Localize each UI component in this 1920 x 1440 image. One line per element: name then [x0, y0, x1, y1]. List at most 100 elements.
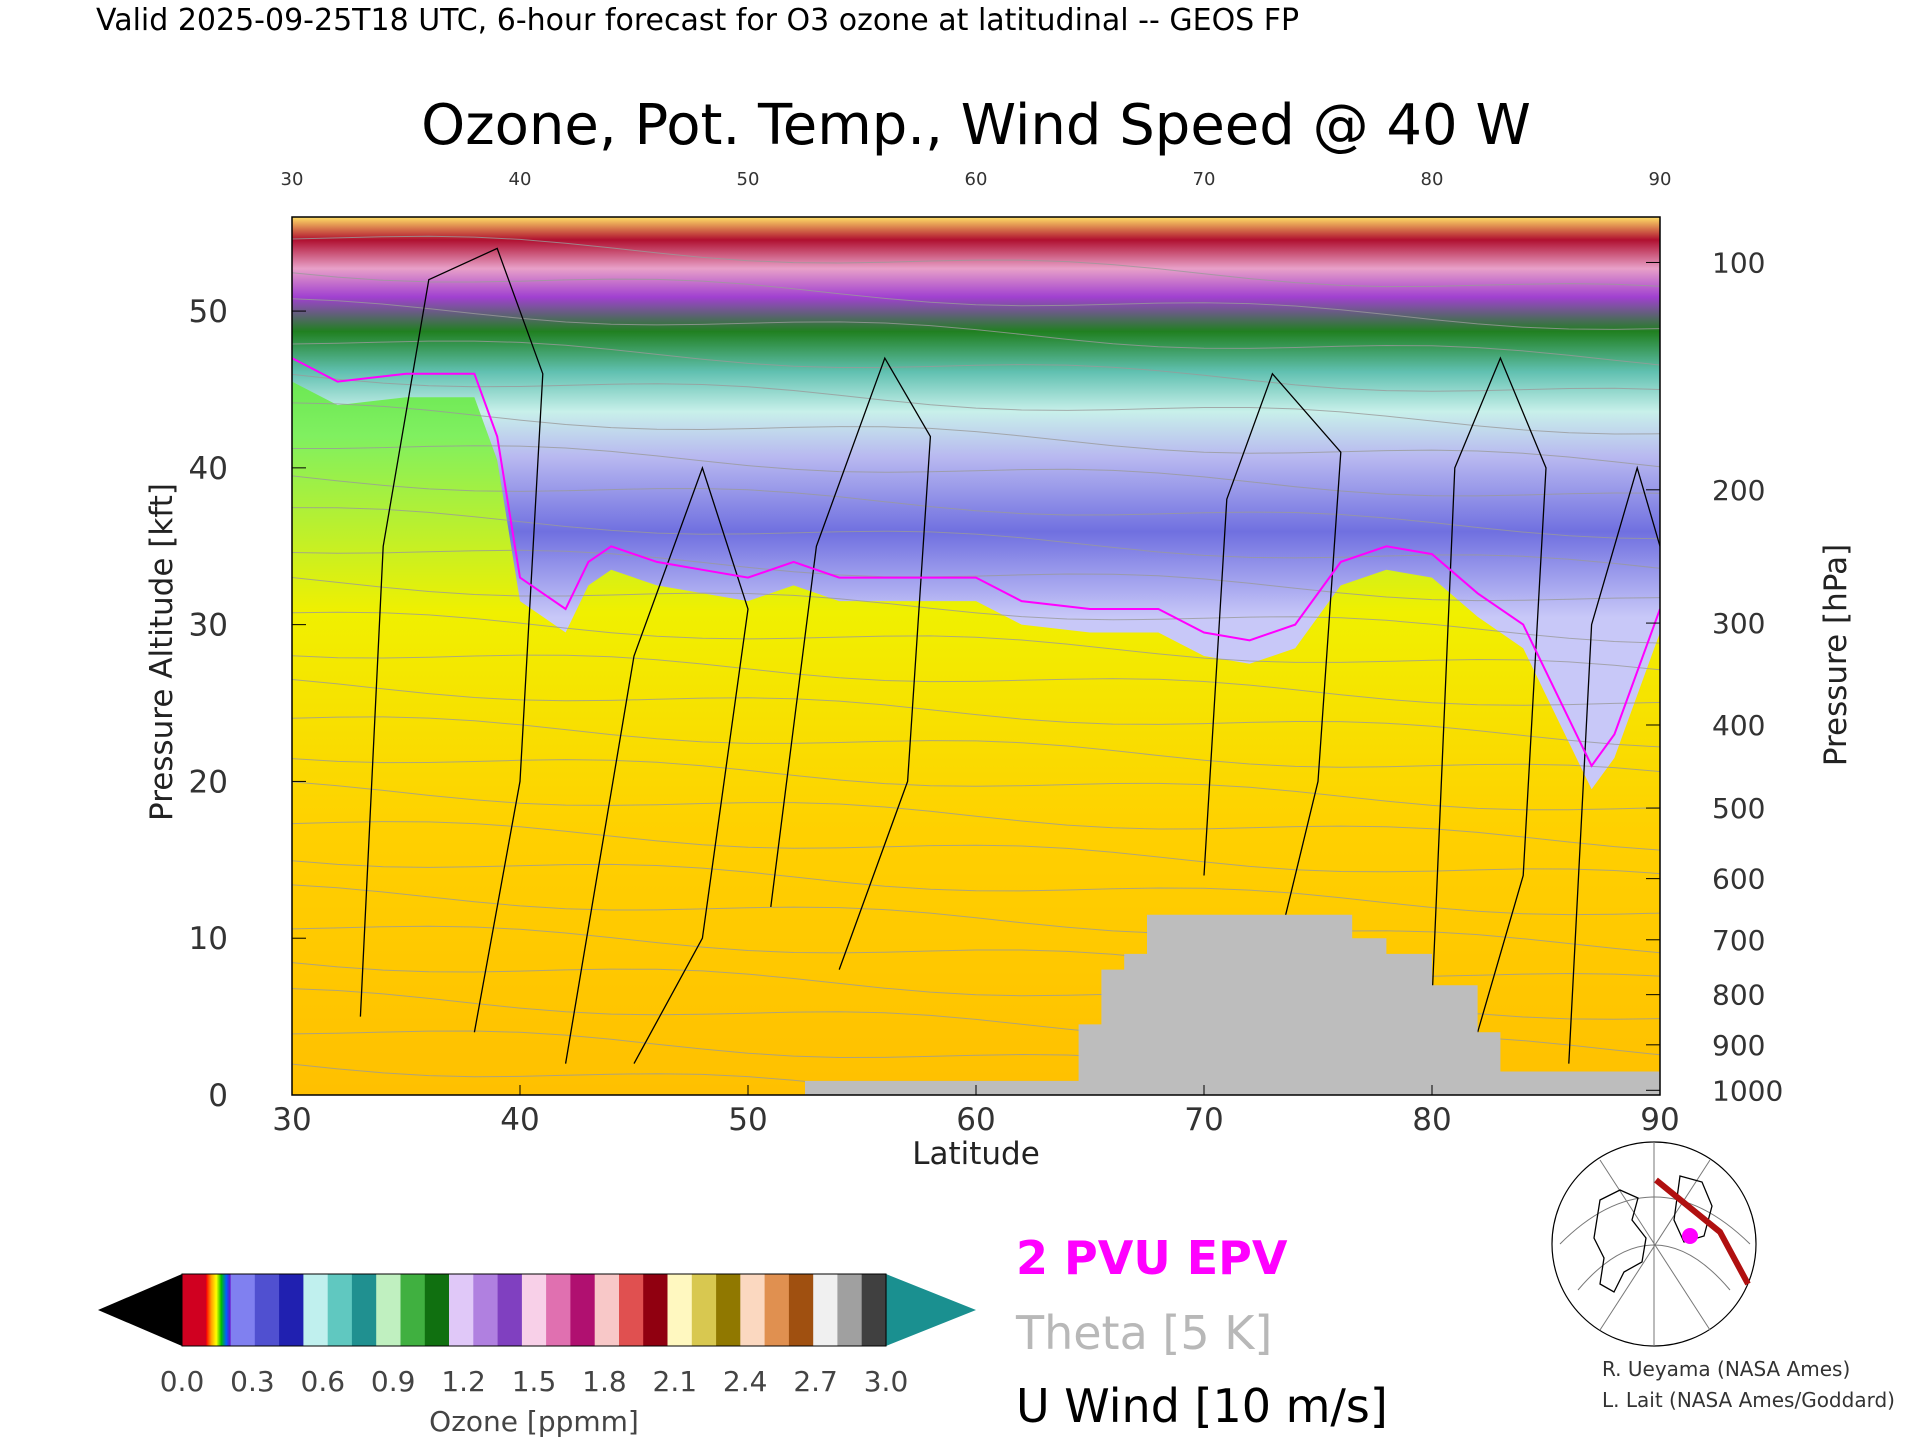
colorbar-swatch — [667, 1274, 693, 1346]
credit-line-2: L. Lait (NASA Ames/Goddard) — [1602, 1388, 1895, 1412]
colorbar-swatch — [254, 1274, 280, 1346]
colorbar-swatch — [400, 1274, 426, 1346]
colorbar-frame — [181, 1273, 887, 1347]
pressure-tick-label: 100 — [1712, 246, 1765, 279]
colorbar-swatch — [424, 1274, 450, 1346]
colorbar-swatch — [546, 1274, 571, 1346]
colorbar-tick-label: 1.5 — [512, 1365, 557, 1398]
chart-title: Ozone, Pot. Temp., Wind Speed @ 40 W — [421, 93, 1531, 158]
map-coastline — [1593, 1189, 1647, 1293]
colorbar-swatch — [619, 1274, 644, 1346]
legend-theta: Theta [5 K] — [1015, 1306, 1272, 1360]
locator-map — [1551, 1141, 1757, 1347]
x-top-tick-label: 30 — [281, 169, 304, 190]
u-wind-contour — [564, 465, 749, 1064]
terrain-mask — [292, 914, 1660, 1095]
colorbar-swatch — [449, 1274, 474, 1346]
theta-contour — [292, 821, 1660, 875]
stratosphere-ozone-fill — [292, 217, 1660, 790]
x-tick-label: 90 — [1640, 1102, 1679, 1138]
colorbar-tick-label: 1.8 — [582, 1365, 627, 1398]
pressure-tick-label: 700 — [1712, 924, 1765, 957]
legend: 2 PVU EPV Theta [5 K] U Wind [10 m/s] — [1015, 1231, 1388, 1433]
pressure-tick-label: 500 — [1712, 792, 1765, 825]
colorbar-swatch — [691, 1274, 717, 1346]
colorbar-swatch — [740, 1274, 766, 1346]
u-wind-contour — [1568, 465, 1660, 1064]
colorbar-swatch — [473, 1274, 499, 1346]
u-wind-contour — [1431, 356, 1547, 1033]
x-tick-label: 70 — [1184, 1102, 1223, 1138]
y-axis-label: Pressure Altitude [kft] — [144, 483, 180, 821]
x-top-tick-label: 90 — [1649, 169, 1672, 190]
pressure-tick-label: 600 — [1712, 863, 1765, 896]
y-tick-label: 10 — [189, 921, 228, 957]
ozone-colorbar: 0.0 0.3 0.6 0.9 1.2 1.5 1.8 2.1 2.4 2.7 3.0 Ozone … — [98, 1273, 976, 1438]
colorbar-tick-label: 3.0 — [864, 1365, 909, 1398]
colorbar-swatches — [182, 1274, 887, 1346]
u-wind-contour — [1203, 372, 1342, 970]
colorbar-low-arrow — [98, 1274, 182, 1346]
colorbar-swatch — [497, 1274, 523, 1346]
forecast-header: Valid 2025-09-25T18 UTC, 6-hour forecast… — [96, 3, 1299, 38]
colorbar-tick-label: 1.2 — [441, 1365, 486, 1398]
colorbar-swatch — [327, 1274, 353, 1346]
y-tick-label: 20 — [189, 764, 228, 800]
colorbar-swatch — [206, 1274, 232, 1346]
map-section-path — [1654, 1177, 1751, 1286]
theta-contour — [292, 340, 1660, 392]
theta-contour — [292, 373, 1660, 435]
theta-contour — [292, 884, 1660, 954]
colorbar-swatch — [837, 1274, 863, 1346]
theta-contour — [292, 654, 1660, 706]
theta-contour — [292, 860, 1660, 916]
x-top-tick-label: 70 — [1193, 169, 1216, 190]
pvu-2-contour — [292, 357, 1660, 768]
theta-contour — [292, 272, 1660, 330]
colorbar-tick-label: 2.1 — [653, 1365, 698, 1398]
colorbar-tick-label: 2.4 — [723, 1365, 768, 1398]
theta-contour — [292, 402, 1660, 468]
pressure-tick-label: 300 — [1712, 607, 1765, 640]
colorbar-swatch — [788, 1274, 814, 1346]
colorbar-swatch — [521, 1274, 547, 1346]
pressure-axis-label: Pressure [hPa] — [1818, 544, 1854, 766]
y-tick-label: 50 — [189, 294, 228, 330]
x-axis-top: 30 40 50 60 70 80 90 — [281, 169, 1672, 190]
y-axis: 0 10 20 30 40 50 — [189, 294, 306, 1114]
pressure-tick-label: 400 — [1712, 709, 1765, 742]
pressure-tick-label: 200 — [1712, 474, 1765, 507]
colorbar-swatch — [716, 1274, 741, 1346]
y-tick-label: 30 — [189, 608, 228, 644]
x-axis: 30 40 50 60 70 80 90 — [272, 1085, 1680, 1138]
colorbar-swatch — [570, 1274, 596, 1346]
theta-contour — [292, 781, 1660, 851]
colorbar-swatch — [764, 1274, 790, 1346]
colorbar-swatch — [861, 1274, 887, 1346]
pressure-tick-label: 900 — [1712, 1029, 1765, 1062]
x-top-tick-label: 50 — [737, 169, 760, 190]
x-top-tick-label: 60 — [965, 169, 988, 190]
colorbar-swatch — [279, 1274, 304, 1346]
pressure-tick-label: 800 — [1712, 979, 1765, 1012]
legend-pvu: 2 PVU EPV — [1016, 1231, 1288, 1285]
theta-contour — [292, 475, 1660, 540]
u-wind-contours — [359, 247, 1660, 1064]
colorbar-swatch — [643, 1274, 669, 1346]
colorbar-swatch — [230, 1274, 256, 1346]
u-wind-contour — [770, 356, 932, 970]
legend-uwind: U Wind [10 m/s] — [1016, 1379, 1388, 1433]
theta-contour — [292, 716, 1660, 772]
colorbar-swatch — [351, 1274, 377, 1346]
theta-contour — [292, 445, 1660, 497]
colorbar-label: Ozone [ppmm] — [429, 1405, 639, 1438]
colorbar-tick-label: 0.9 — [371, 1365, 416, 1398]
theta-contour — [292, 549, 1660, 602]
x-top-tick-label: 40 — [509, 169, 532, 190]
x-tick-label: 40 — [500, 1102, 539, 1138]
plot-area — [292, 217, 1660, 1095]
colorbar-high-arrow — [886, 1274, 976, 1346]
theta-contour — [292, 298, 1660, 366]
colorbar-swatch — [182, 1274, 207, 1346]
